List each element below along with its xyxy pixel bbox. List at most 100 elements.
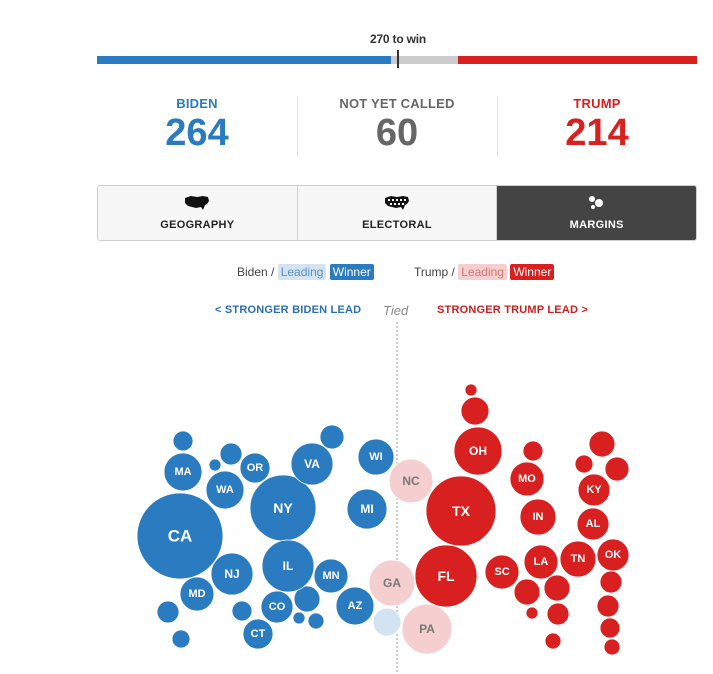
state-bubble-la[interactable] — [523, 544, 559, 580]
state-bubble-label: PA — [419, 622, 435, 636]
state-bubble-ok[interactable] — [596, 538, 630, 572]
state-bubble-md[interactable] — [179, 576, 215, 612]
state-bubble[interactable] — [464, 383, 478, 397]
state-bubble-label: MN — [322, 570, 339, 582]
state-bubble-in[interactable] — [519, 498, 557, 536]
state-bubble-label: IL — [283, 559, 294, 573]
state-bubble[interactable] — [604, 456, 630, 482]
state-bubble-label: GA — [383, 576, 401, 590]
state-bubble-label: FL — [437, 568, 455, 584]
view-tabs: GEOGRAPHY ELECTORAL MARGINS — [97, 185, 697, 241]
state-bubble[interactable] — [156, 600, 180, 624]
trump-tally: TRUMP 214 — [497, 92, 697, 162]
state-bubble-wa[interactable] — [205, 470, 245, 510]
state-bubble-az[interactable] — [335, 586, 375, 626]
state-bubble-sc[interactable] — [484, 554, 520, 590]
state-bubble-mo[interactable] — [509, 461, 545, 497]
state-bubble-label: NC — [402, 474, 420, 488]
trump-legend: Trump / Leading Winner — [414, 264, 555, 280]
state-bubble-label: AL — [586, 518, 601, 530]
state-bubble-label: TX — [452, 503, 471, 519]
state-bubble-label: CO — [269, 601, 286, 613]
state-bubble-label: MI — [360, 502, 373, 516]
vote-tally: BIDEN 264 NOT YET CALLED 60 TRUMP 214 — [97, 92, 697, 162]
state-bubble[interactable] — [525, 606, 539, 620]
win-threshold-marker — [397, 50, 400, 68]
state-bubble[interactable] — [544, 632, 562, 650]
state-bubble[interactable] — [231, 600, 253, 622]
state-bubble-tx[interactable] — [425, 475, 497, 547]
state-bubble-ga[interactable] — [368, 559, 416, 607]
tab-electoral-label: ELECTORAL — [362, 219, 432, 231]
state-bubble-pa[interactable] — [401, 603, 453, 655]
win-threshold-label: 270 to win — [369, 32, 426, 46]
state-bubble[interactable] — [574, 454, 594, 474]
state-bubble-wi[interactable] — [357, 438, 395, 476]
state-bubble-il[interactable] — [261, 539, 315, 593]
state-bubble[interactable] — [588, 430, 616, 458]
state-bubble-ma[interactable] — [163, 452, 203, 492]
state-bubble-ct[interactable] — [242, 618, 274, 650]
state-bubble-nc[interactable] — [388, 458, 434, 504]
state-bubble[interactable] — [219, 442, 243, 466]
trump-vote-bar — [458, 56, 697, 64]
state-bubble[interactable] — [543, 574, 571, 602]
state-bubble[interactable] — [319, 424, 345, 450]
stronger-biden-label: < STRONGER BIDEN LEAD — [215, 304, 362, 316]
state-bubble[interactable] — [599, 570, 623, 594]
not-called-tally: NOT YET CALLED 60 — [297, 92, 497, 162]
tab-electoral[interactable]: ELECTORAL — [296, 186, 497, 240]
us-map-icon — [185, 196, 210, 210]
state-bubble-label: KY — [586, 484, 602, 496]
tab-margins[interactable]: MARGINS — [496, 186, 696, 240]
state-bubble[interactable] — [293, 585, 321, 613]
bubbles-icon — [588, 196, 603, 209]
state-bubble-oh[interactable] — [453, 426, 503, 476]
state-bubble-label: IN — [533, 511, 544, 523]
state-bubble[interactable] — [522, 440, 544, 462]
state-bubble-label: WA — [216, 484, 234, 496]
state-bubble-co[interactable] — [260, 590, 294, 624]
state-bubble-label: OH — [469, 444, 487, 458]
state-bubble[interactable] — [599, 617, 621, 639]
biden-vote-bar — [97, 56, 392, 64]
state-bubble-label: SC — [494, 566, 509, 578]
trump-leading-chip: Leading — [458, 264, 507, 280]
trump-winner-chip: Winner — [510, 264, 555, 280]
biden-legend-prefix: Biden / — [237, 265, 275, 279]
state-bubble[interactable] — [603, 638, 621, 656]
state-bubble[interactable] — [171, 629, 191, 649]
state-bubble-label: WI — [369, 451, 382, 463]
state-bubble-mn[interactable] — [313, 558, 349, 594]
state-bubble-al[interactable] — [576, 507, 610, 541]
tab-margins-label: MARGINS — [569, 219, 624, 231]
state-bubble-ca[interactable] — [136, 492, 224, 580]
state-bubble-or[interactable] — [239, 452, 271, 484]
state-bubble[interactable] — [292, 611, 306, 625]
state-bubble-label: NJ — [224, 567, 239, 581]
state-bubble-nj[interactable] — [210, 552, 254, 596]
state-bubble[interactable] — [208, 458, 222, 472]
state-bubble-label: CA — [168, 527, 193, 546]
state-bubble-fl[interactable] — [414, 544, 478, 608]
trump-label: TRUMP — [573, 96, 621, 111]
electoral-vote-bar — [97, 50, 697, 68]
state-bubble[interactable] — [307, 612, 325, 630]
biden-winner-chip: Winner — [329, 264, 374, 280]
state-bubble[interactable] — [596, 594, 620, 618]
state-bubble-label: VA — [304, 457, 320, 471]
state-bubble-label: MO — [518, 473, 536, 485]
state-bubble[interactable] — [372, 607, 402, 637]
state-bubble-va[interactable] — [290, 442, 334, 486]
trump-legend-prefix: Trump / — [414, 265, 455, 279]
state-bubble-tn[interactable] — [559, 540, 597, 578]
state-bubble[interactable] — [460, 396, 490, 426]
state-bubble[interactable] — [513, 578, 541, 606]
state-bubble[interactable] — [546, 602, 570, 626]
tab-geography[interactable]: GEOGRAPHY — [98, 186, 297, 240]
state-bubble-mi[interactable] — [346, 488, 388, 530]
state-bubble-ky[interactable] — [577, 473, 611, 507]
state-bubble[interactable] — [172, 430, 194, 452]
